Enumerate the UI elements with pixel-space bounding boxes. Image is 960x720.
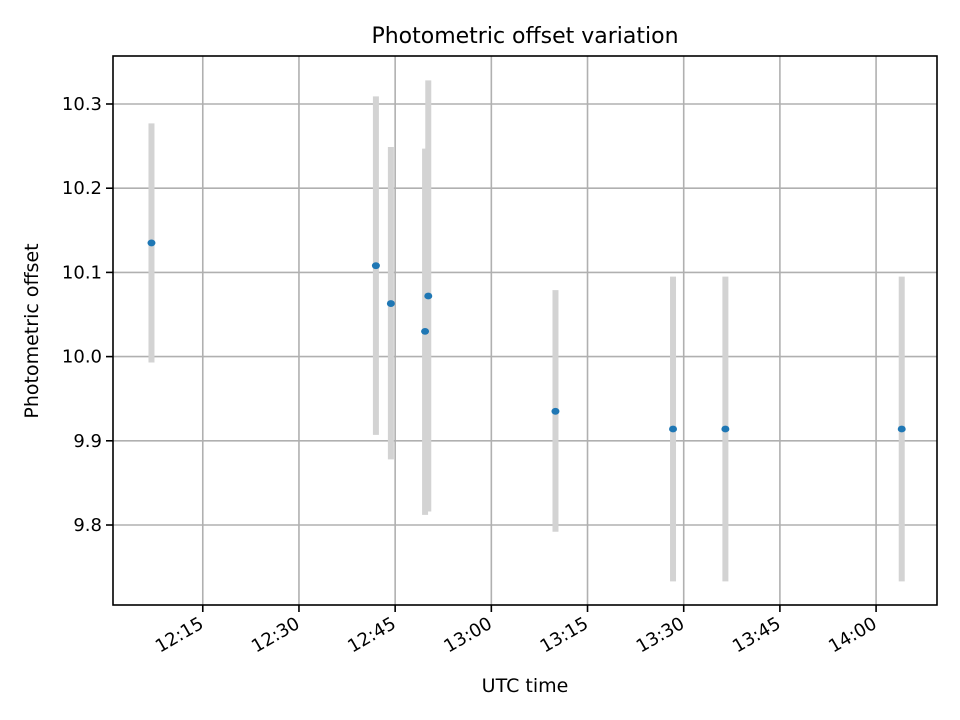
- y-axis-label: Photometric offset: [21, 243, 43, 418]
- y-tick-label: 10.3: [62, 94, 102, 115]
- x-tick-label: 12:30: [248, 613, 303, 657]
- x-axis-ticks: 12:15 12:30 12:45 13:00 13:15 13:30 13:45 14:00: [152, 605, 881, 657]
- x-tick-label: 13:15: [537, 613, 592, 657]
- x-tick-label: 13:00: [440, 613, 495, 657]
- x-tick-label: 12:45: [344, 613, 399, 657]
- y-axis-ticks: 9.8 9.9 10.0 10.1 10.2 10.3: [62, 94, 113, 536]
- x-tick-label: 14:00: [825, 613, 880, 657]
- plot-frame: [112, 55, 938, 606]
- y-tick-label: 10.0: [62, 347, 102, 368]
- data-point: [424, 292, 433, 300]
- data-point: [421, 327, 430, 335]
- chart-title: Photometric offset variation: [371, 24, 678, 49]
- data-point: [669, 425, 678, 433]
- plot-background: [113, 56, 937, 605]
- data-point: [897, 425, 906, 433]
- grid-layer: [113, 56, 937, 605]
- y-tick-label: 10.1: [62, 262, 102, 283]
- x-tick-label: 13:45: [729, 613, 784, 657]
- y-tick-label: 10.2: [62, 178, 102, 199]
- data-point: [551, 407, 560, 415]
- point-layer: [147, 239, 906, 433]
- x-tick-label: 12:15: [152, 613, 207, 657]
- x-tick-label: 13:30: [633, 613, 688, 657]
- y-tick-label: 9.9: [73, 431, 102, 452]
- data-point: [147, 239, 156, 247]
- x-axis-label: UTC time: [482, 675, 569, 697]
- data-point: [386, 300, 395, 307]
- data-point: [721, 425, 730, 433]
- data-point: [371, 262, 380, 270]
- y-tick-label: 9.8: [73, 515, 102, 536]
